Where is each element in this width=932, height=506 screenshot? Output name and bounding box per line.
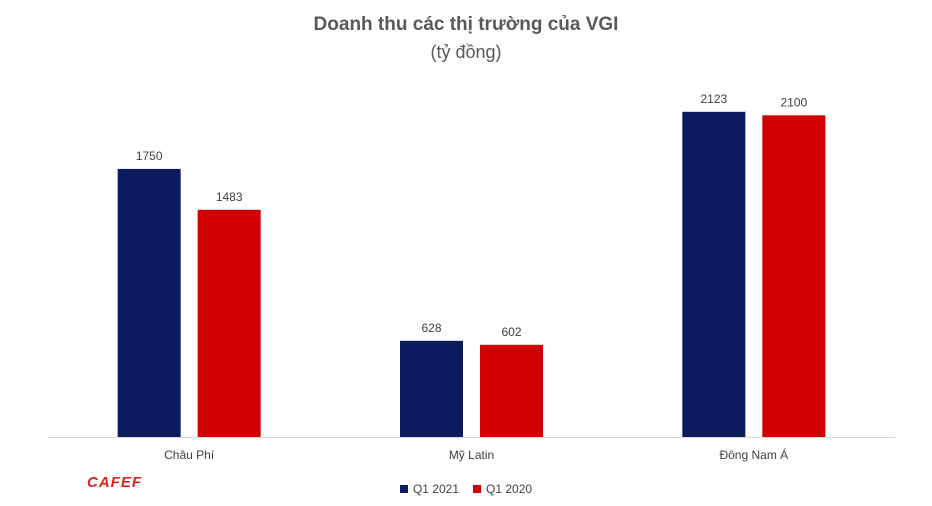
chart-legend: Q1 2021 Q1 2020	[0, 482, 932, 496]
data-label: 628	[421, 321, 441, 335]
legend-item-q1-2020: Q1 2020	[473, 482, 532, 496]
data-label: 1750	[136, 149, 163, 163]
bar-chart: 1750 1483 Châu Phí 628 602 Mỹ Latin 2123 2100 Đô…	[48, 92, 895, 462]
data-label: 602	[501, 325, 521, 339]
legend-label-q1-2020: Q1 2020	[486, 482, 533, 496]
bar-q1-2021-1	[400, 340, 463, 437]
category-label: Châu Phí	[164, 448, 215, 462]
data-label: 2123	[700, 92, 727, 106]
data-label: 1483	[216, 190, 243, 204]
bar-q1-2021-0	[117, 168, 181, 437]
chart-subtitle: (tỷ đồng)	[430, 42, 502, 62]
bar-q1-2020-2	[762, 115, 826, 438]
category-label: Mỹ Latin	[449, 448, 494, 462]
legend-label-q1-2021: Q1 2021	[412, 482, 459, 496]
bar-q1-2020-0	[197, 209, 261, 437]
bar-q1-2020-1	[480, 344, 543, 437]
category-label: Đông Nam Á	[719, 447, 788, 462]
legend-swatch-q1-2021	[399, 485, 408, 493]
legend-swatch-q1-2020	[473, 485, 481, 493]
cafef-logo: CAFEF	[87, 474, 142, 491]
legend-item-q1-2021: Q1 2021	[399, 482, 459, 496]
data-label: 2100	[780, 95, 807, 109]
bar-q1-2021-2	[682, 111, 746, 438]
chart-title: Doanh thu các thị trường của VGI	[313, 14, 619, 35]
